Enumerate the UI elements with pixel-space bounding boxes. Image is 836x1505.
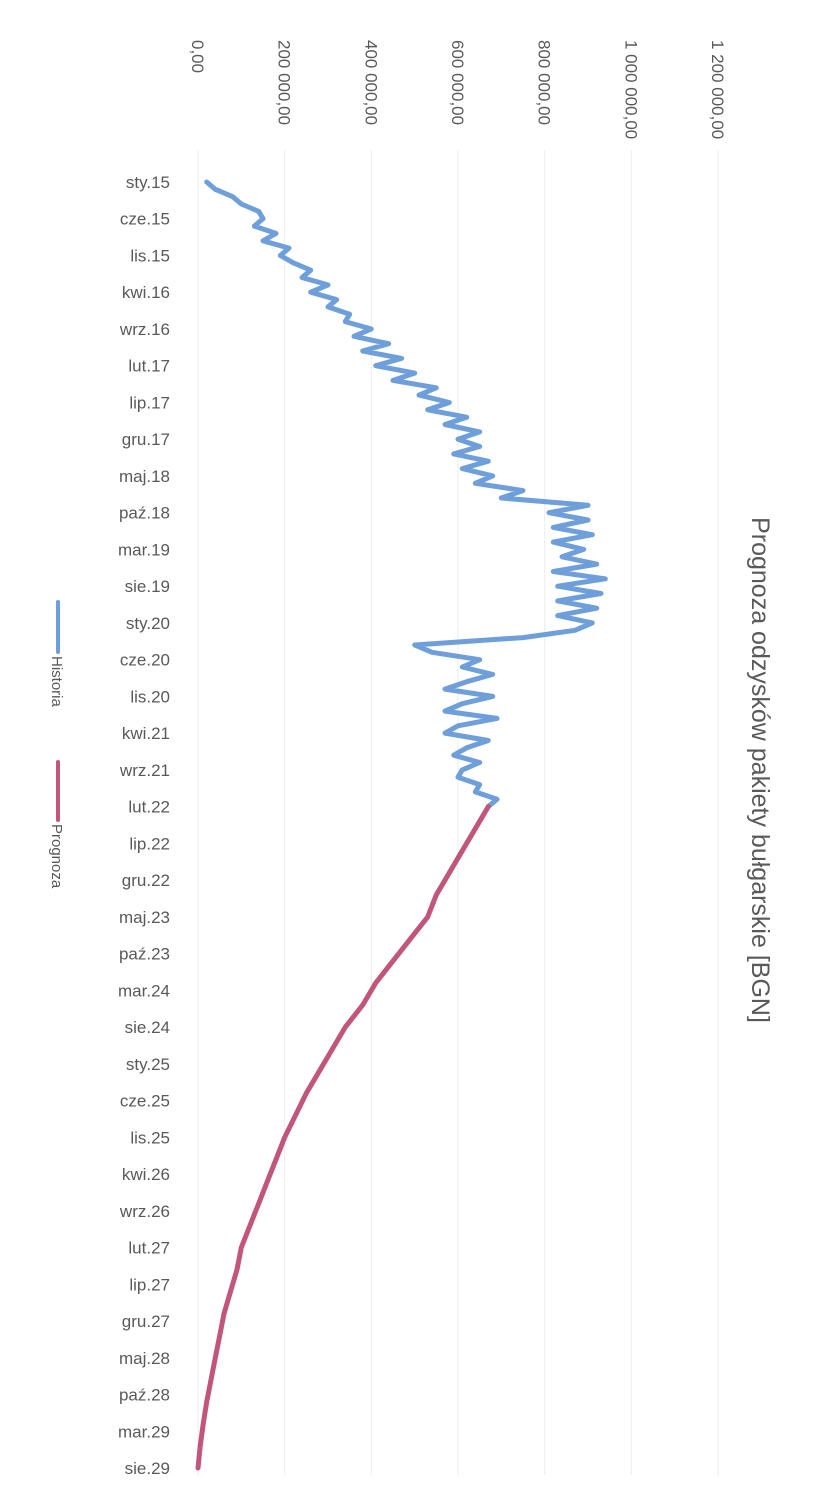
date-tick-label: sty.25 [126, 1055, 170, 1074]
value-tick-label: 0,00 [188, 40, 207, 73]
chart-title: Prognoza odzysków pakiety bułgarskie [BG… [746, 517, 774, 1023]
date-tick-label: cze.15 [120, 210, 170, 229]
date-tick-label: lip.17 [129, 393, 170, 412]
legend-label-prognoza: Prognoza [48, 824, 65, 889]
date-tick-label: maj.23 [119, 908, 170, 927]
date-tick-label: cze.20 [120, 651, 170, 670]
legend: Historia Prognoza [48, 600, 65, 889]
value-tick-label: 800 000,00 [535, 40, 554, 125]
value-tick-label: 600 000,00 [448, 40, 467, 125]
date-tick-label: wrz.21 [119, 761, 170, 780]
date-tick-label: paź.18 [119, 504, 170, 523]
date-tick-label: gru.17 [122, 430, 170, 449]
date-tick-label: lut.22 [128, 798, 170, 817]
date-tick-label: maj.18 [119, 467, 170, 486]
date-tick-label: sie.19 [125, 577, 170, 596]
date-tick-label: lis.20 [130, 687, 170, 706]
date-axis-tick-labels: sty.15 cze.15 lis.15 kwi.16 wrz.16 lut.17 lip.… [118, 173, 170, 1478]
series-lines [195, 179, 608, 1471]
series-line-historia [204, 179, 608, 810]
date-tick-label: kwi.16 [122, 283, 170, 302]
date-tick-label: lip.22 [129, 834, 170, 853]
date-tick-label: lip.27 [129, 1275, 170, 1294]
value-tick-label: 200 000,00 [275, 40, 294, 125]
date-tick-label: paź.23 [119, 945, 170, 964]
date-tick-label: lis.25 [130, 1128, 170, 1147]
date-tick-label: kwi.21 [122, 724, 170, 743]
date-tick-label: sty.15 [126, 173, 170, 192]
value-tick-label: 400 000,00 [361, 40, 380, 125]
date-tick-label: mar.24 [118, 981, 170, 1000]
date-tick-label: sty.20 [126, 614, 170, 633]
date-tick-label: gru.22 [122, 871, 170, 890]
date-tick-label: cze.25 [120, 1092, 170, 1111]
date-tick-label: mar.19 [118, 540, 170, 559]
value-axis-tick-labels: 0,00 200 000,00 400 000,00 600 000,00 800 00… [188, 40, 727, 139]
date-tick-label: wrz.16 [119, 320, 170, 339]
date-tick-label: wrz.26 [119, 1202, 170, 1221]
date-tick-label: kwi.26 [122, 1165, 170, 1184]
date-tick-label: sie.24 [125, 1018, 170, 1037]
date-tick-label: sie.29 [125, 1459, 170, 1478]
series-line-prognoza [195, 804, 491, 1471]
date-tick-label: mar.29 [118, 1422, 170, 1441]
date-tick-label: lut.17 [128, 357, 170, 376]
date-tick-label: lut.27 [128, 1239, 170, 1258]
value-tick-label: 1 200 000,00 [708, 40, 727, 139]
legend-label-historia: Historia [48, 656, 65, 708]
gridlines [197, 150, 719, 1475]
date-tick-label: lis.15 [130, 246, 170, 265]
date-tick-label: maj.28 [119, 1349, 170, 1368]
value-tick-label: 1 000 000,00 [621, 40, 640, 139]
date-tick-label: gru.27 [122, 1312, 170, 1331]
date-tick-label: paź.28 [119, 1386, 170, 1405]
